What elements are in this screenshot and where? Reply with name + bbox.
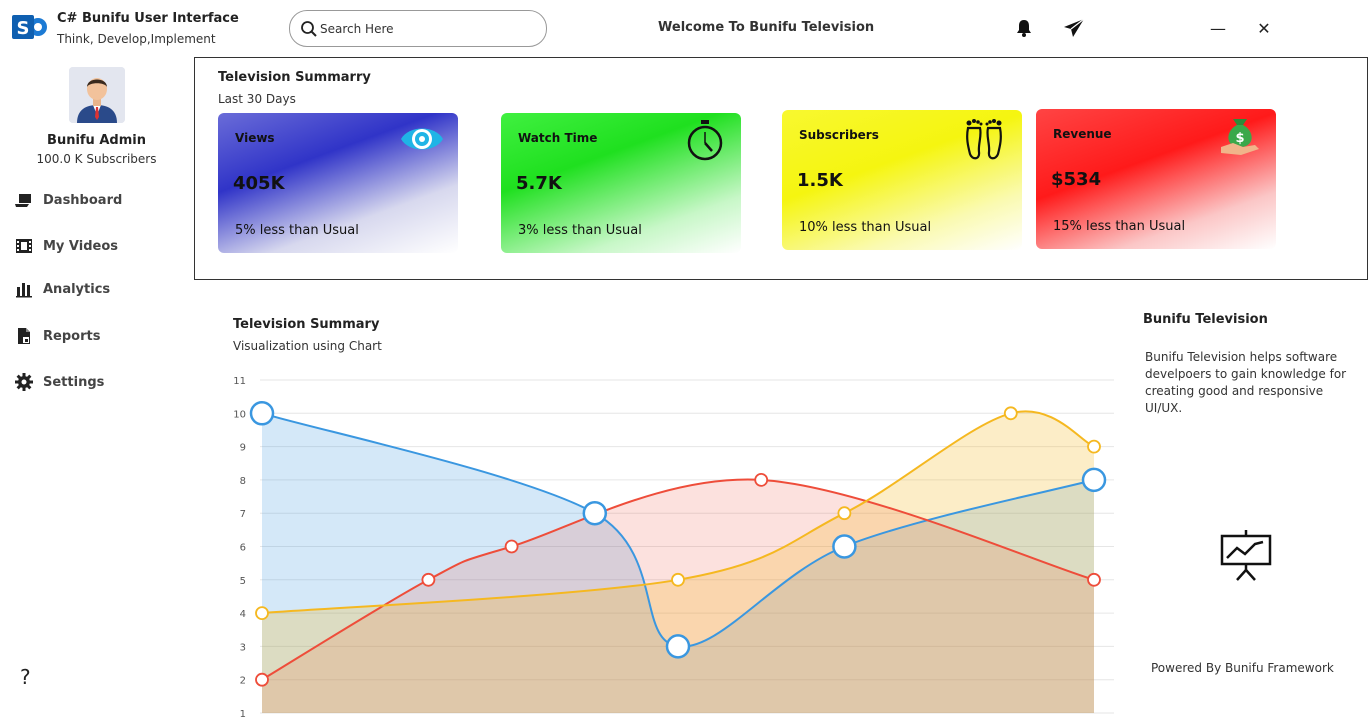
- data-point: [582, 500, 608, 526]
- stopwatch-icon: [687, 120, 723, 161]
- y-tick-label: 4: [240, 609, 246, 620]
- subscribers-card[interactable]: Subscribers 1.5K 10% less than Usual: [782, 110, 1022, 250]
- card-value: 1.5K: [797, 170, 843, 191]
- data-point: [832, 534, 857, 559]
- data-point: [837, 506, 852, 521]
- laptop-icon: [15, 194, 31, 207]
- summary-subtitle: Last 30 Days: [218, 92, 296, 106]
- card-label: Views: [235, 131, 275, 145]
- search-box[interactable]: [289, 10, 547, 47]
- watch-time-card[interactable]: Watch Time 5.7K 3% less than Usual: [501, 113, 741, 253]
- user-subscribers: 100.0 K Subscribers: [36, 152, 157, 166]
- close-button[interactable]: ✕: [1257, 19, 1271, 38]
- svg-text:$: $: [1235, 131, 1244, 146]
- views-card[interactable]: Views 405K 5% less than Usual: [218, 113, 458, 253]
- y-tick-label: 5: [240, 576, 246, 587]
- search-icon: [301, 21, 317, 37]
- info-description: Bunifu Television helps software develpo…: [1145, 350, 1347, 415]
- data-point: [754, 473, 769, 487]
- sidebar-item-label: Reports: [43, 328, 101, 344]
- y-tick-label: 6: [240, 543, 246, 554]
- app-title: C# Bunifu User Interface: [57, 11, 239, 26]
- series-line-1: [261, 478, 1095, 681]
- y-tick-label: 2: [240, 676, 246, 687]
- television-area-chart: 1 2 3 4 5 6 7 8 9 10 11: [233, 376, 1114, 720]
- data-point: [249, 401, 275, 426]
- send-icon[interactable]: [1063, 17, 1085, 39]
- card-note: 5% less than Usual: [235, 223, 359, 238]
- sidebar-item-settings[interactable]: Settings: [14, 370, 184, 394]
- user-avatar-icon: [69, 67, 125, 123]
- document-icon: [18, 328, 30, 344]
- card-label: Watch Time: [518, 131, 598, 145]
- app-subtitle: Think, Develop,Implement: [57, 32, 216, 46]
- bell-icon[interactable]: [1014, 18, 1034, 38]
- data-point: [1081, 467, 1107, 493]
- chart-subtitle: Visualization using Chart: [233, 339, 382, 353]
- svg-text:S: S: [17, 18, 30, 39]
- card-label: Revenue: [1053, 127, 1112, 141]
- eye-icon: [401, 128, 443, 150]
- welcome-title: Welcome To Bunifu Television: [658, 20, 875, 35]
- bar-chart-icon: [16, 283, 32, 298]
- card-note: 10% less than Usual: [799, 220, 932, 235]
- info-title: Bunifu Television: [1143, 312, 1268, 327]
- sidebar-item-label: Settings: [43, 374, 105, 390]
- sidebar-item-reports[interactable]: Reports: [14, 324, 184, 348]
- sidebar-item-label: Dashboard: [43, 192, 123, 208]
- y-tick-label: 7: [240, 509, 246, 520]
- chart-title: Television Summary: [233, 317, 380, 332]
- card-note: 3% less than Usual: [518, 223, 642, 238]
- card-note: 15% less than Usual: [1053, 219, 1186, 234]
- sidebar-item-dashboard[interactable]: Dashboard: [14, 188, 184, 212]
- footprints-icon: [966, 119, 1002, 160]
- y-tick-label: 10: [233, 409, 246, 420]
- data-point: [1087, 439, 1101, 454]
- sidebar-item-label: My Videos: [43, 238, 119, 254]
- y-tick-label: 3: [240, 642, 246, 653]
- film-icon: [16, 239, 32, 253]
- data-point: [255, 606, 269, 621]
- avatar: [69, 67, 125, 123]
- series-area-1: [262, 479, 1094, 713]
- data-point: [665, 634, 691, 659]
- y-tick-label: 1: [240, 709, 246, 720]
- help-icon[interactable]: ?: [20, 665, 31, 689]
- sidebar-item-my-videos[interactable]: My Videos: [14, 234, 184, 258]
- card-label: Subscribers: [799, 128, 879, 142]
- data-point: [421, 572, 436, 587]
- sidebar-item-label: Analytics: [43, 281, 111, 297]
- series-area-0: [262, 413, 1094, 713]
- y-tick-label: 8: [240, 476, 246, 487]
- card-value: 5.7K: [516, 173, 562, 194]
- data-point: [671, 572, 685, 587]
- data-point: [255, 672, 269, 687]
- data-point: [504, 539, 519, 554]
- summary-title: Television Summarry: [218, 70, 371, 85]
- search-input[interactable]: [320, 19, 530, 39]
- revenue-card[interactable]: Revenue $534 15% less than Usual $: [1036, 109, 1276, 249]
- powered-by: Powered By Bunifu Framework: [1151, 661, 1334, 675]
- gear-icon: [15, 373, 33, 391]
- y-tick-label: 9: [240, 443, 246, 454]
- presentation-chart-icon: [1220, 530, 1272, 581]
- y-tick-label: 11: [233, 376, 246, 387]
- money-bag-icon: $: [1221, 119, 1259, 155]
- data-point: [1003, 406, 1018, 421]
- sidebar-item-analytics[interactable]: Analytics: [14, 277, 184, 301]
- app-logo-icon: S: [12, 15, 47, 39]
- series-area-2: [262, 411, 1094, 713]
- card-value: 405K: [233, 173, 285, 194]
- card-value: $534: [1051, 169, 1102, 190]
- user-name: Bunifu Admin: [47, 133, 146, 148]
- minimize-button[interactable]: —: [1210, 19, 1226, 38]
- data-point: [1087, 572, 1101, 587]
